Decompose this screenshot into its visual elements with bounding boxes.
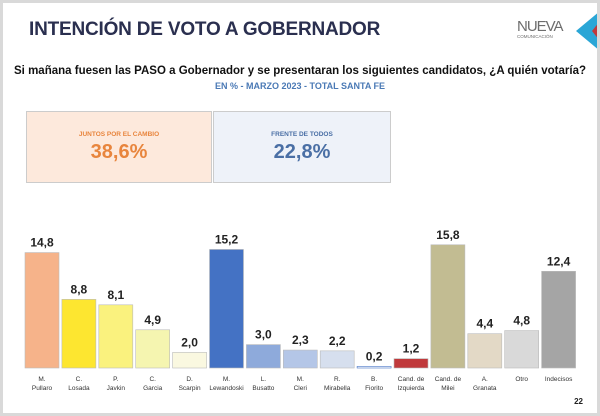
bar xyxy=(430,244,466,369)
category-label: P. xyxy=(113,376,118,383)
page-title: INTENCIÓN DE VOTO A GOBERNADOR xyxy=(29,19,381,40)
category-label: C. xyxy=(149,376,156,383)
category-label: Busatto xyxy=(252,385,274,392)
category-label: M. xyxy=(223,376,230,383)
category-label: L. xyxy=(261,376,267,383)
data-label: 1,2 xyxy=(403,342,420,356)
category-label: Javkin xyxy=(107,385,126,392)
bar xyxy=(282,349,318,369)
category-label: Garcia xyxy=(143,385,163,392)
category-label: M. xyxy=(38,376,45,383)
category-label: C. xyxy=(76,376,83,383)
data-label: 8,8 xyxy=(71,282,88,296)
bar xyxy=(209,249,244,369)
category-label: M. xyxy=(297,376,304,383)
bar xyxy=(467,333,503,369)
summary-frente: FRENTE DE TODOS 22,8% xyxy=(213,111,391,183)
category-label: Fiorito xyxy=(365,385,383,392)
data-label: 2,3 xyxy=(292,333,309,347)
data-label: 14,8 xyxy=(30,236,54,250)
summary-juntos: JUNTOS POR EL CAMBIO 38,6% xyxy=(26,111,212,183)
subtitle: EN % - MARZO 2023 - TOTAL SANTA FE xyxy=(214,81,385,91)
category-label: D. xyxy=(186,376,193,383)
bar xyxy=(172,352,207,369)
data-label: 0,2 xyxy=(366,349,383,363)
category-label: R. xyxy=(334,376,341,383)
category-label: B. xyxy=(371,376,377,383)
logo-triangle xyxy=(576,11,597,51)
category-label: Otro xyxy=(515,376,528,383)
data-label: 2,0 xyxy=(181,335,198,349)
page-number: 22 xyxy=(574,397,583,406)
data-label: 12,4 xyxy=(547,254,571,268)
slide: INTENCIÓN DE VOTO A GOBERNADOR NUEVA COM… xyxy=(3,3,597,413)
category-label: A. xyxy=(482,376,488,383)
category-label: Scarpin xyxy=(179,385,201,392)
bar xyxy=(24,252,60,369)
category-label: Cand. de xyxy=(435,376,462,383)
bar-chart: 14,8 M. Pullaro 8,8 C. Losada 8,1 P. Javkin 4,9 C.… xyxy=(24,228,576,392)
data-label: 4,8 xyxy=(513,314,530,328)
category-label: Lewandoski xyxy=(209,385,243,392)
data-label: 15,2 xyxy=(215,232,239,246)
category-label: Indecisos xyxy=(545,376,573,383)
logo: NUEVA COMUNICACIÓN xyxy=(517,18,564,39)
bar xyxy=(504,330,540,369)
data-label: 3,0 xyxy=(255,328,272,342)
question: Si mañana fuesen las PASO a Gobernador y… xyxy=(14,65,586,77)
category-label: Cleri xyxy=(294,385,307,392)
bar xyxy=(541,270,576,369)
bar xyxy=(98,304,134,369)
data-label: 8,1 xyxy=(107,288,124,302)
category-label: Losada xyxy=(68,385,90,392)
bar xyxy=(135,329,170,369)
bar xyxy=(246,344,281,369)
data-label: 4,4 xyxy=(476,317,493,331)
data-label: 15,8 xyxy=(436,228,460,242)
bar xyxy=(319,350,355,369)
data-label: 4,9 xyxy=(144,313,161,327)
category-label: Mirabella xyxy=(324,385,351,392)
category-label: Cand. de xyxy=(398,376,425,383)
logo-triangle-accent xyxy=(592,21,597,41)
category-label: Milei xyxy=(441,385,454,392)
bar xyxy=(356,366,392,369)
data-label: 2,2 xyxy=(329,334,346,348)
category-label: Granata xyxy=(473,385,497,392)
bar xyxy=(393,358,429,369)
category-label: Izquierda xyxy=(398,385,425,392)
category-label: Pullaro xyxy=(32,385,53,392)
bar xyxy=(61,299,97,369)
